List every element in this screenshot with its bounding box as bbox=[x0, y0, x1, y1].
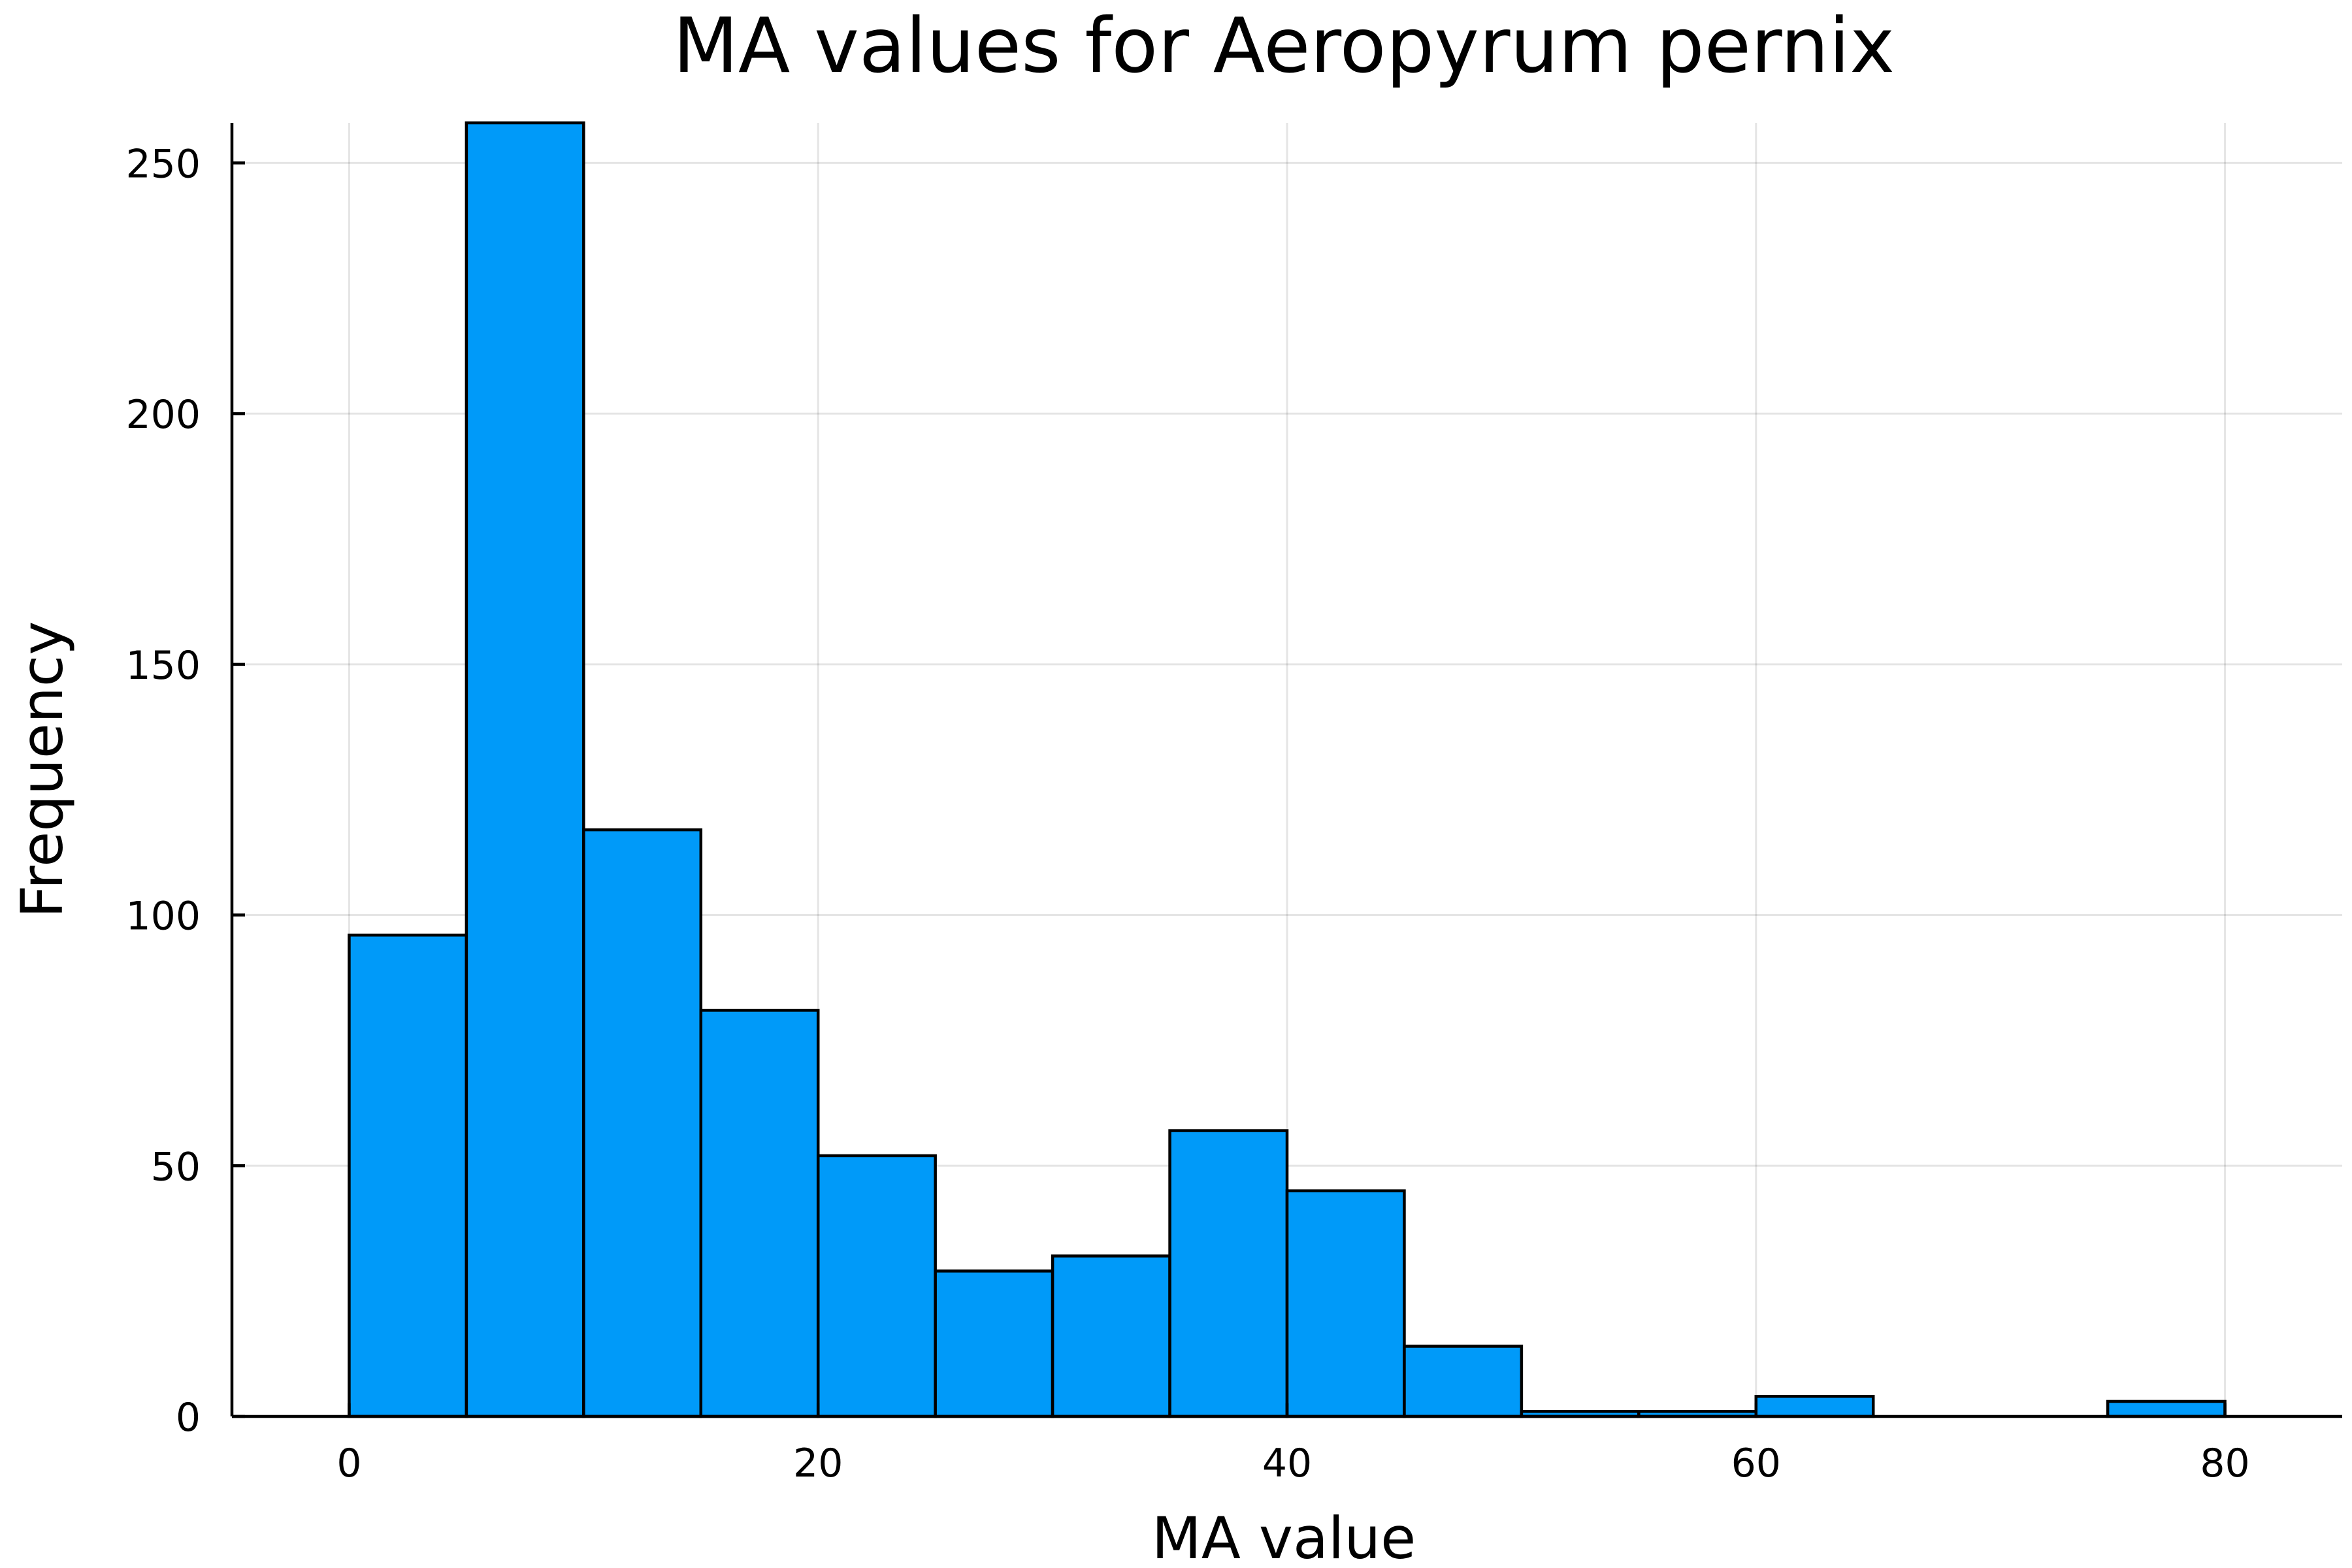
y-tick-label: 250 bbox=[125, 141, 201, 187]
histogram-bar bbox=[816, 1154, 937, 1418]
y-axis-label: Frequency bbox=[8, 621, 76, 919]
histogram-bar bbox=[1168, 1129, 1289, 1418]
y-axis-ticks: 0 50 100 150 200 250 bbox=[125, 141, 245, 1441]
histogram-bar bbox=[1285, 1189, 1406, 1418]
histogram-bar bbox=[1754, 1395, 1875, 1418]
y-tick-label: 0 bbox=[176, 1395, 201, 1441]
histogram-bar bbox=[1403, 1345, 1524, 1418]
histogram-bar bbox=[699, 1009, 820, 1418]
x-tick-label: 0 bbox=[336, 1441, 361, 1486]
x-tick-label: 40 bbox=[1262, 1441, 1312, 1486]
histogram-bar bbox=[348, 934, 468, 1418]
histogram-bar bbox=[934, 1269, 1054, 1418]
chart-title: MA values for Aeropyrum pernix bbox=[673, 2, 1895, 90]
histogram-bar bbox=[582, 828, 703, 1418]
x-axis-ticks: 0 20 40 60 80 bbox=[336, 1403, 2250, 1486]
x-tick-label: 20 bbox=[793, 1441, 843, 1486]
y-tick-label: 50 bbox=[151, 1144, 201, 1190]
y-tick-label: 150 bbox=[125, 643, 201, 689]
y-tick-label: 100 bbox=[125, 894, 201, 939]
x-axis-label: MA value bbox=[1152, 1505, 1416, 1568]
x-tick-label: 60 bbox=[1731, 1441, 1781, 1486]
histogram-bar bbox=[465, 121, 585, 1418]
x-tick-label: 80 bbox=[2200, 1441, 2249, 1486]
histogram-bar bbox=[1051, 1254, 1171, 1418]
histogram-bar bbox=[2106, 1399, 2227, 1418]
y-tick-label: 200 bbox=[125, 392, 201, 438]
histogram-bars bbox=[348, 121, 2227, 1418]
